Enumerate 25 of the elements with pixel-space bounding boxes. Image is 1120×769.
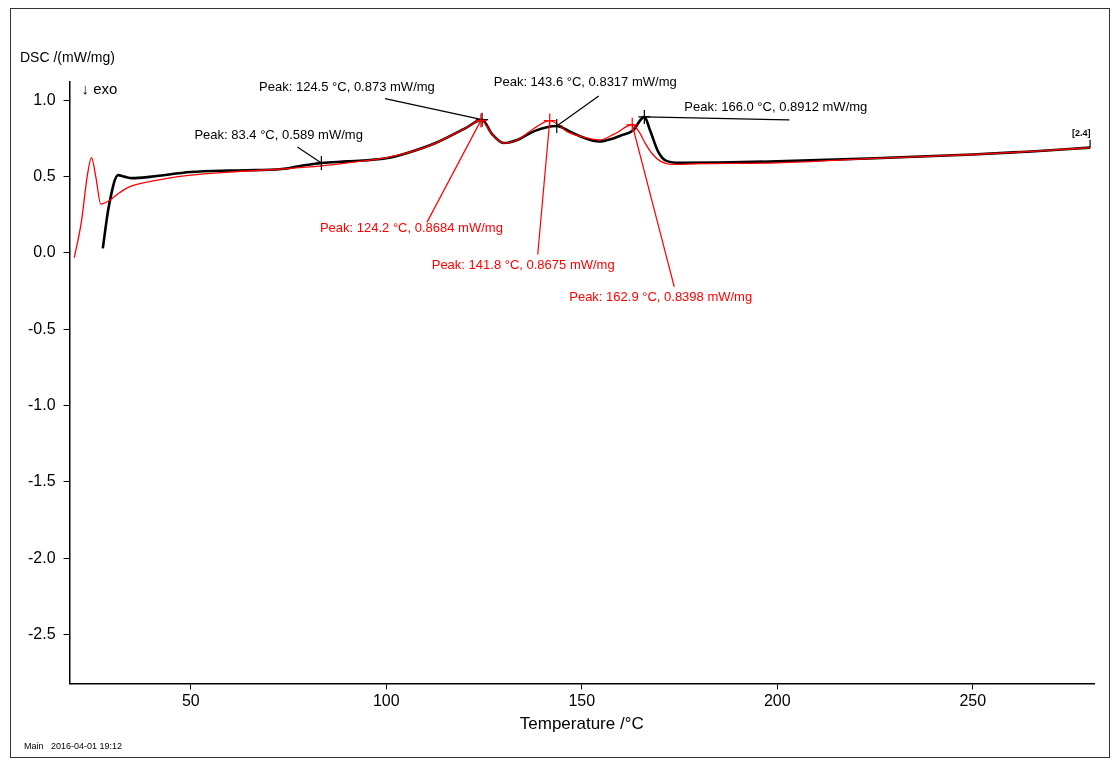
y-tick-label: -0.5 bbox=[27, 319, 56, 337]
y-tick-label: 1.0 bbox=[33, 90, 56, 108]
y-tick-label: 0.5 bbox=[33, 167, 56, 185]
x-axis-title: Temperature /°C bbox=[519, 714, 644, 734]
annotation: Peak: 162.9 °C, 0.8398 mW/mg bbox=[569, 288, 753, 304]
y-tick-label: -2.5 bbox=[27, 624, 56, 642]
annotation: Peak: 124.5 °C, 0.873 mW/mg bbox=[259, 78, 435, 94]
y-tick-label: -1.0 bbox=[27, 396, 56, 413]
x-tick-label: 100 bbox=[372, 692, 400, 710]
annotation: Peak: 124.2 °C, 0.8684 mW/mg bbox=[319, 220, 503, 236]
annotation: [2.4] bbox=[1072, 127, 1091, 138]
y-tick-label: 0.0 bbox=[33, 243, 56, 261]
annotation: Peak: 143.6 °C, 0.8317 mW/mg bbox=[493, 74, 677, 90]
y-tick-label: -1.5 bbox=[27, 472, 56, 490]
y-tick-label: -2.0 bbox=[27, 548, 56, 566]
x-tick-label: 200 bbox=[763, 692, 791, 710]
y-axis-title: DSC /(mW/mg) bbox=[20, 49, 115, 65]
x-tick-label: 150 bbox=[568, 692, 596, 710]
annotation: Peak: 83.4 °C, 0.589 mW/mg bbox=[194, 127, 363, 143]
annotation: Peak: 141.8 °C, 0.8675 mW/mg bbox=[431, 256, 615, 272]
text: Main 2016-04-01 19:12 bbox=[24, 741, 123, 751]
annotation: Peak: 166.0 °C, 0.8912 mW/mg bbox=[684, 98, 868, 114]
x-tick-label: 50 bbox=[181, 692, 200, 710]
annotation: ↓ exo bbox=[81, 80, 118, 97]
x-tick-label: 250 bbox=[959, 692, 987, 710]
